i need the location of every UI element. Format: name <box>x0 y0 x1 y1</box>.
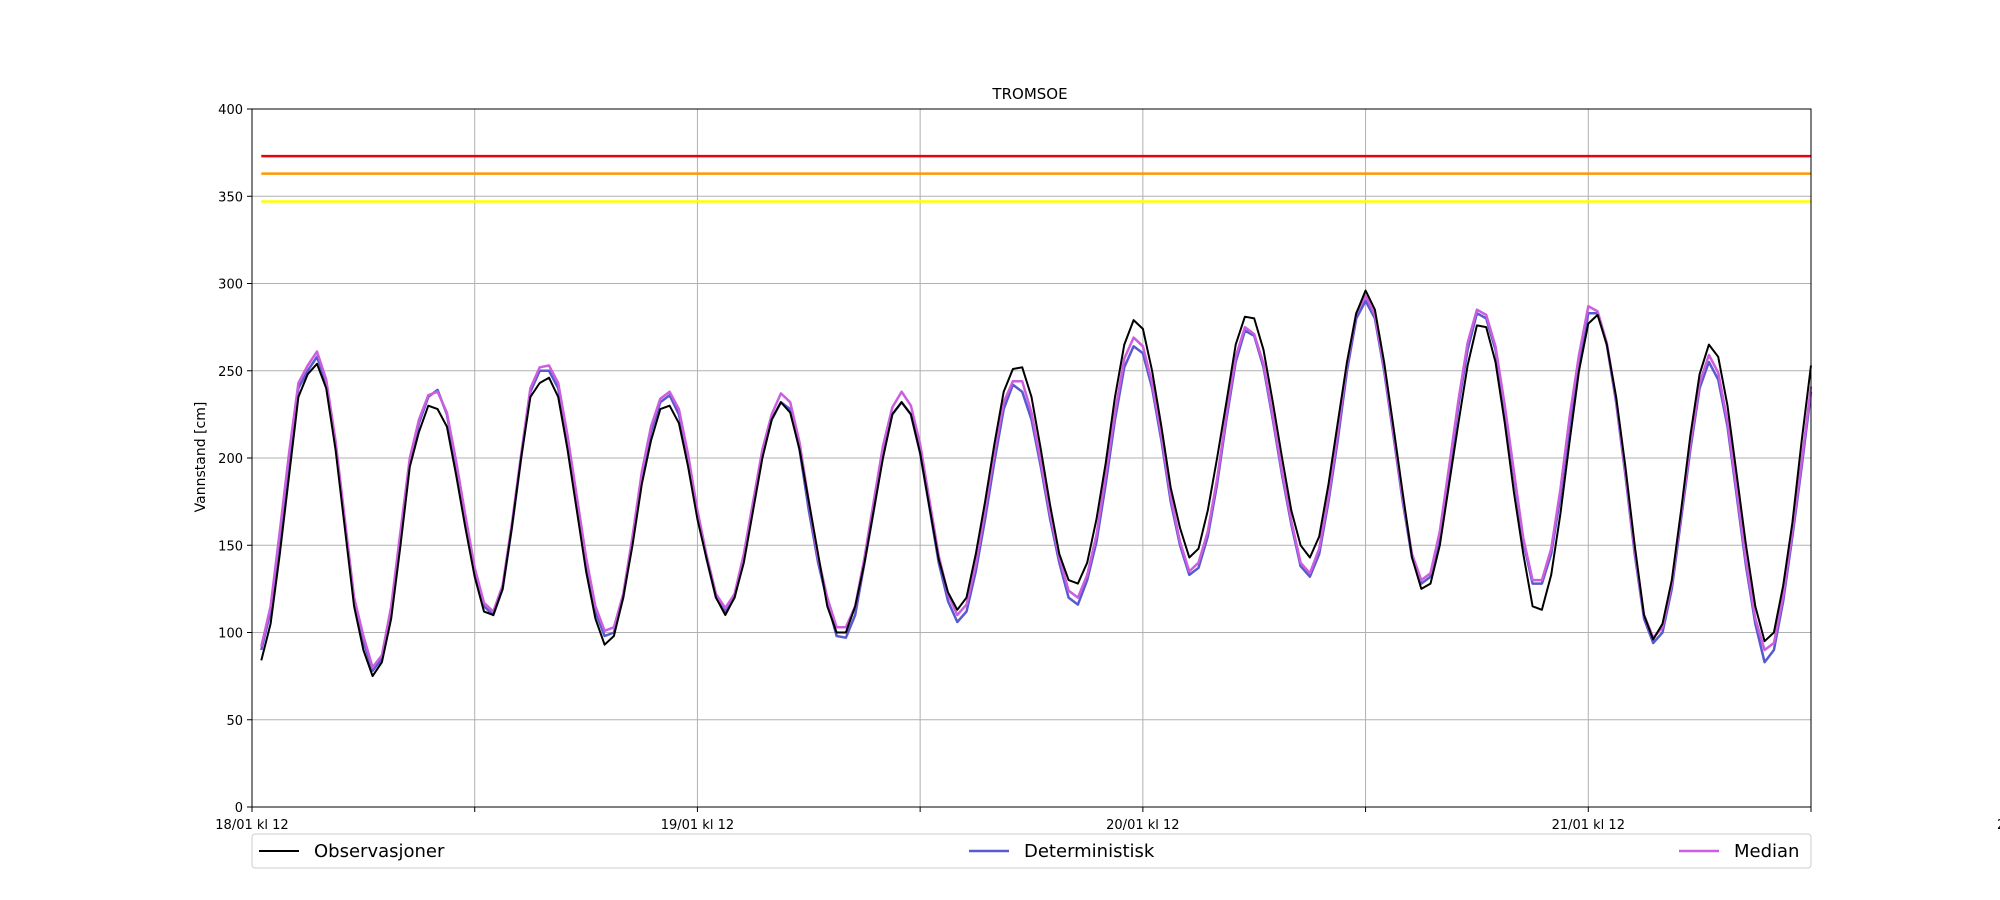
x-tick-layer: 18/01 kl 12 19/01 kl 12 20/01 kl 12 21/01 k… <box>215 807 2000 833</box>
chart-title: TROMSOE <box>991 85 1067 103</box>
x-tick-label: 20/01 kl 12 <box>1106 818 1179 833</box>
y-axis-label: Vannstand [cm] <box>193 402 209 513</box>
grid-layer <box>251 108 1812 808</box>
y-tick-label: 250 <box>218 365 243 380</box>
x-tick-label: 21/01 kl 12 <box>1552 818 1625 833</box>
y-tick-label: 200 <box>218 452 243 467</box>
x-tick-label: 22/01 kl 12 <box>1997 818 2000 833</box>
legend-label: Median <box>1734 841 1799 862</box>
y-tick-layer: 0 50 100 150 200 250 300 350 400 <box>218 103 252 816</box>
series-layer <box>260 289 1813 678</box>
legend-label: Observasjoner <box>314 841 445 862</box>
x-tick-label: 19/01 kl 12 <box>661 818 734 833</box>
y-tick-label: 400 <box>218 103 243 118</box>
legend-frame <box>251 833 1812 869</box>
legend-items: Observasjoner Deterministisk Median <box>259 841 1799 862</box>
threshold-layer <box>261 154 1811 203</box>
y-tick-label: 0 <box>235 801 243 816</box>
y-tick-label: 50 <box>226 714 243 729</box>
y-tick-label: 150 <box>218 539 243 554</box>
legend: Observasjoner Deterministisk Median <box>251 833 1812 869</box>
y-tick-label: 300 <box>218 278 243 293</box>
y-tick-label: 100 <box>218 627 243 642</box>
series-line-observasjoner <box>260 289 1812 678</box>
y-tick-label: 350 <box>218 190 243 205</box>
x-tick-label: 18/01 kl 12 <box>215 818 288 833</box>
legend-label: Deterministisk <box>1024 841 1155 862</box>
